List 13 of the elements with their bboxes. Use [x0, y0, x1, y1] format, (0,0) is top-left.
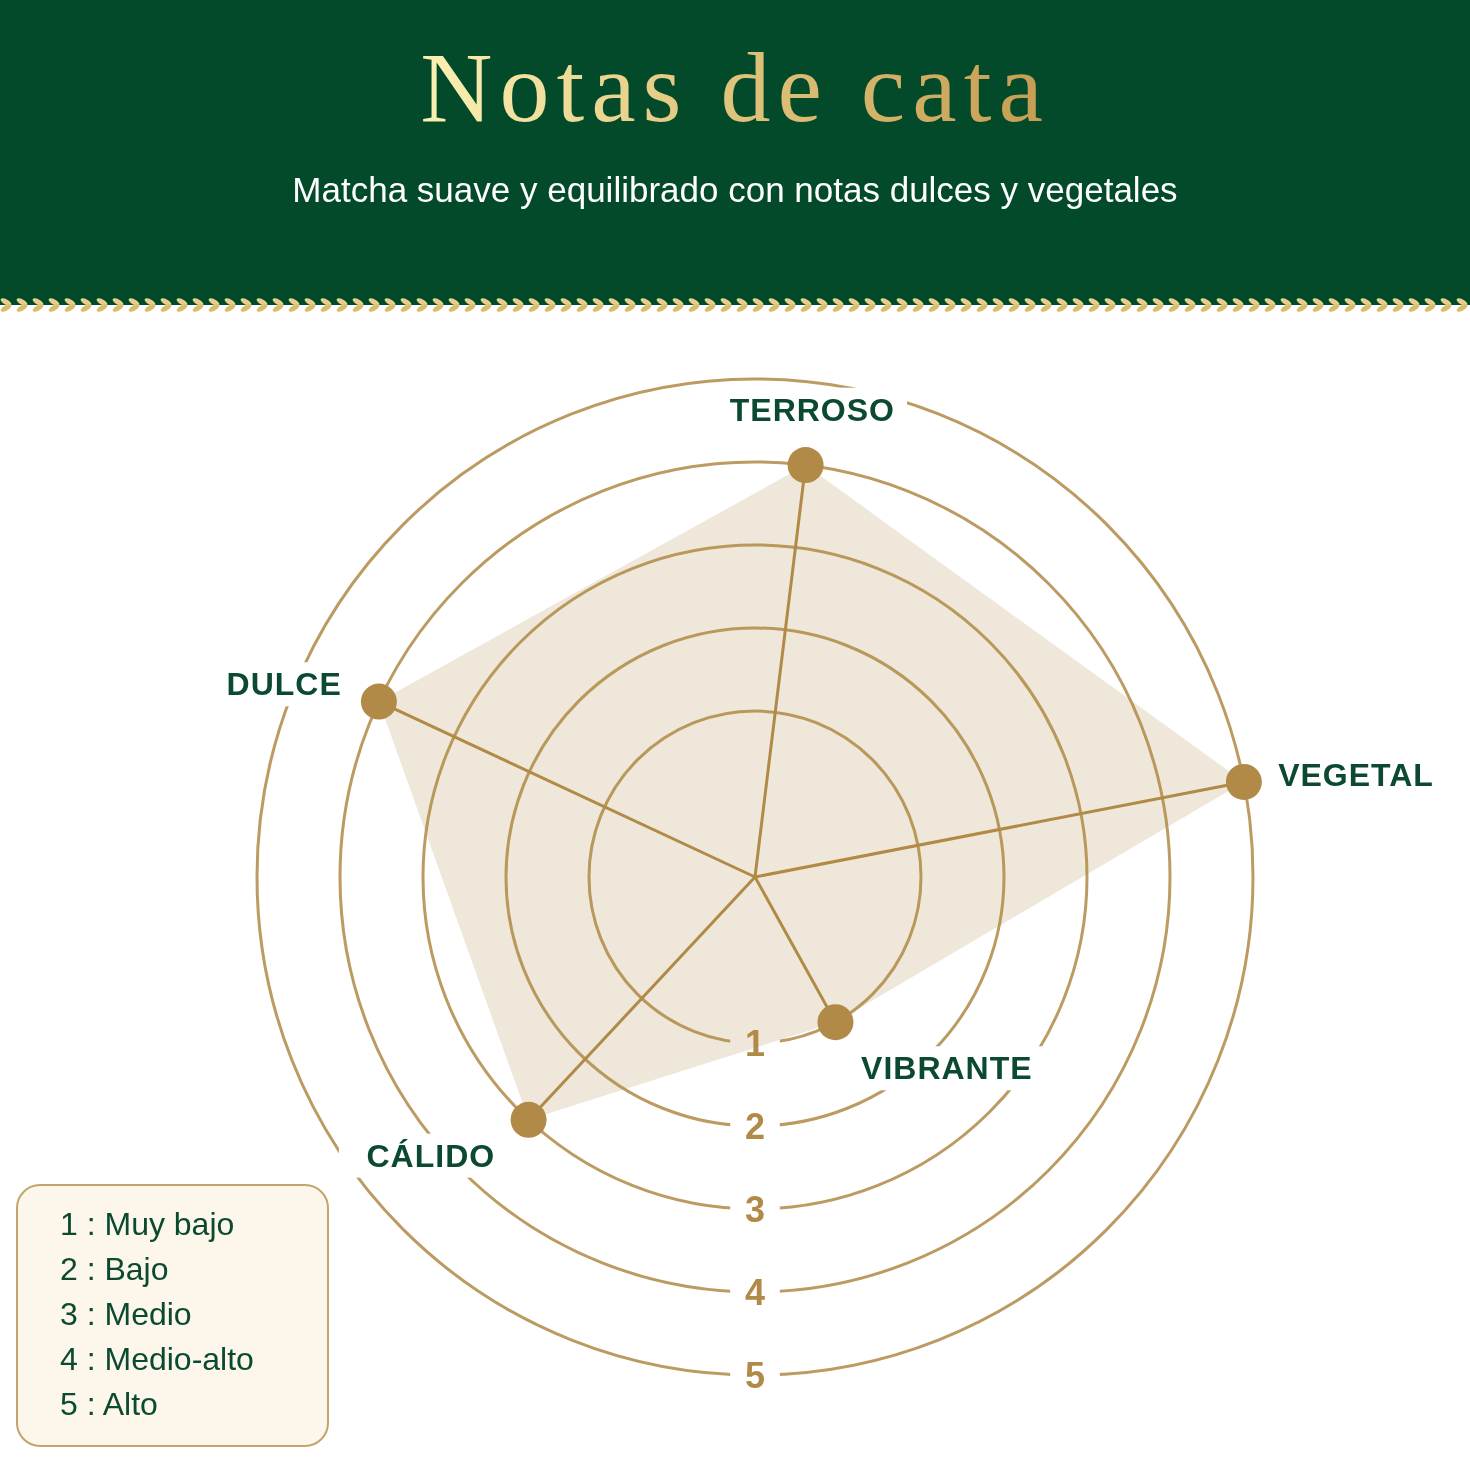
spoke-label: VEGETAL — [1278, 757, 1434, 794]
spoke-label: TERROSO — [729, 391, 895, 428]
y-tick-label: 5 — [744, 1354, 766, 1396]
chart-subtitle: Matcha suave y equilibrado con notas dulces y vegetales — [291, 169, 1179, 211]
y-tick-label: 3 — [744, 1188, 766, 1230]
spoke-label: DULCE — [226, 666, 342, 703]
spoke-label: CÁLIDO — [366, 1137, 496, 1174]
y-tick-label: 2 — [744, 1105, 766, 1147]
spoke-label: VIBRANTE — [861, 1050, 1033, 1087]
chart-title: Notas de cata — [420, 32, 1050, 143]
y-tick-label: 4 — [744, 1271, 766, 1313]
y-tick-label: 1 — [744, 1022, 766, 1064]
scale-key-box: 1 : Muy bajo 2 : Bajo 3 : Medio 4 : Medio-alto 5 : Alto — [16, 1184, 329, 1447]
